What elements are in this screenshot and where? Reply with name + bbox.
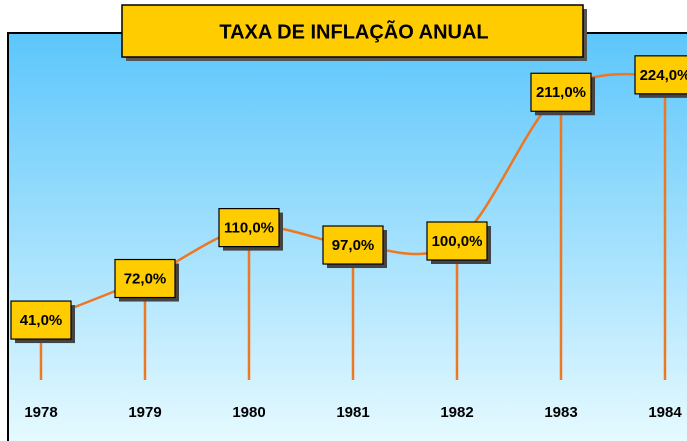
data-label: 211,0% [536, 84, 586, 101]
label-box [530, 72, 592, 112]
x-tick-label: 1980 [232, 404, 265, 421]
x-tick-label: 1979 [128, 404, 161, 421]
label-box [218, 208, 280, 248]
data-label: 100,0% [432, 233, 483, 250]
data-label: 97,0% [332, 237, 375, 254]
label-box [634, 55, 687, 95]
x-tick-label: 1984 [648, 404, 682, 421]
label-box [322, 225, 384, 265]
data-label: 72,0% [124, 270, 167, 287]
label-box [10, 300, 72, 340]
chart-title: TAXA DE INFLAÇÃO ANUAL [219, 20, 488, 43]
label-box [114, 258, 176, 299]
data-label: 110,0% [224, 220, 274, 237]
marks: 41,0% 72,0% 110,0% 97,0% 100,0% 211,0% 224,0% 1… [10, 55, 687, 421]
x-tick-label: 1981 [336, 404, 369, 421]
x-tick-label: 1982 [440, 404, 473, 421]
title-box [121, 4, 584, 58]
data-label: 41,0% [20, 312, 63, 329]
x-tick-label: 1978 [24, 404, 57, 421]
data-label: 224,0% [640, 67, 687, 84]
label-box [426, 221, 488, 261]
x-tick-label: 1983 [544, 404, 577, 421]
